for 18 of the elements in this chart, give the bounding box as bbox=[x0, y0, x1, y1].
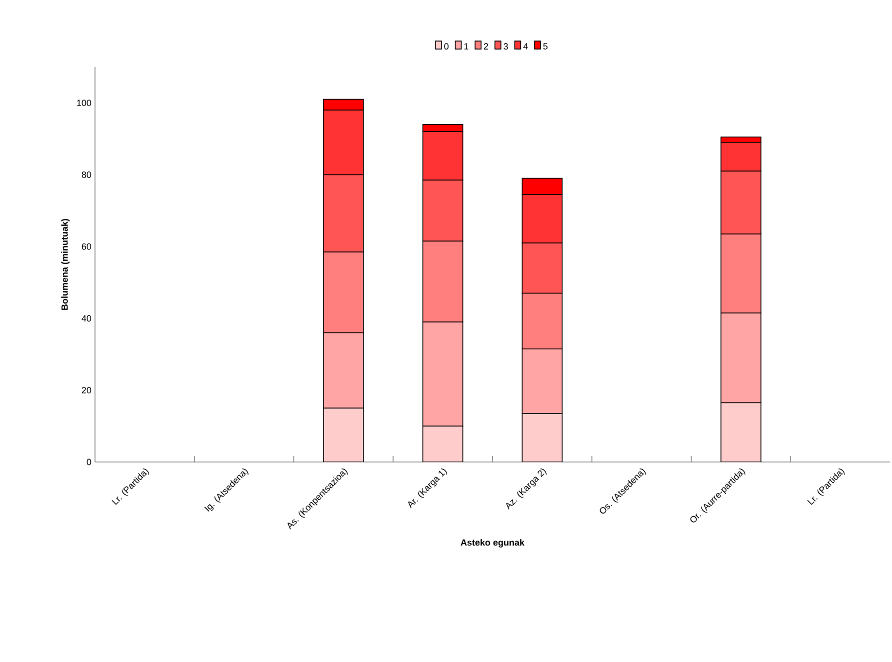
bar bbox=[720, 402, 762, 462]
legend-label: 0 bbox=[444, 43, 449, 50]
y-tick-label: 0 bbox=[86, 458, 92, 466]
legend-label: 1 bbox=[464, 43, 468, 50]
y-tick-label: 20 bbox=[82, 386, 92, 394]
bar bbox=[522, 413, 563, 462]
y-tick-label: 100 bbox=[77, 100, 92, 106]
x-axis-title: Asteko egunak bbox=[460, 539, 525, 548]
y-tick-label: 40 bbox=[82, 315, 92, 322]
y-tick-label: 60 bbox=[82, 243, 92, 250]
legend-label: 3 bbox=[504, 43, 508, 50]
legend-label: 5 bbox=[543, 43, 548, 50]
y-tick-label: 80 bbox=[82, 172, 92, 178]
y-axis-title: Bolumena (minutuak) bbox=[61, 218, 70, 310]
legend-label: 4 bbox=[523, 43, 528, 50]
bar bbox=[323, 408, 364, 462]
bar bbox=[422, 426, 464, 462]
legend-label: 2 bbox=[484, 43, 488, 50]
